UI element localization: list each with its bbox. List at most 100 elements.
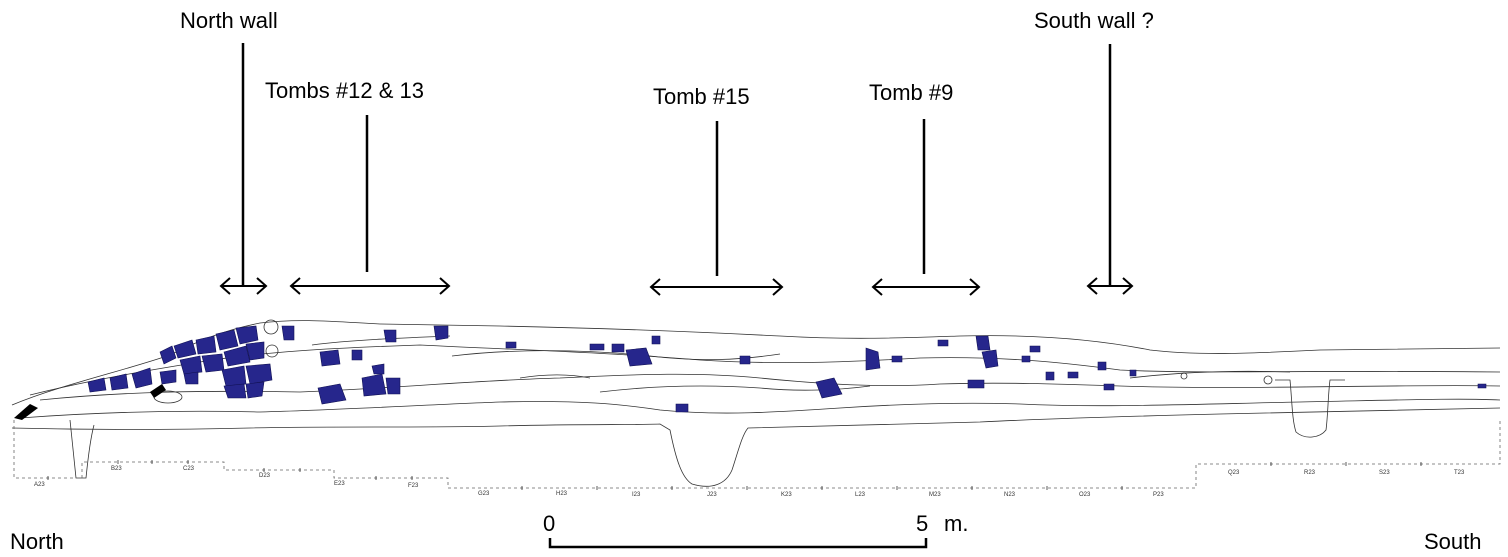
stone [1103,383,1115,391]
stone [215,329,239,351]
north-orientation-label: North [10,529,64,554]
stone [891,355,903,363]
stone [675,403,689,413]
grid-unit-label: J23 [707,492,717,498]
stone [1021,355,1031,363]
stone [245,381,265,399]
stone [195,335,217,355]
stone [385,377,401,395]
stone [1067,371,1079,379]
grid-unit-label: T23 [1454,470,1465,476]
grid-unit-label: Q23 [1228,470,1240,476]
stone [281,325,295,341]
grid-unit-label: D23 [259,473,271,479]
scale-unit-label: m. [944,511,968,536]
stone [235,325,259,345]
grid-unit-label: G23 [478,491,490,497]
stone [109,373,129,391]
grid-line-north [13,420,1501,489]
stone [815,377,843,399]
stone [223,383,247,399]
south-stones [1021,345,1487,391]
stone [975,335,991,351]
grid-unit-label: O23 [1079,492,1091,498]
pit-circle-2 [265,344,279,358]
grid-unit-label: M23 [929,492,941,498]
south-wall-extent-arrow [1086,277,1134,295]
scale-start-label: 0 [543,511,555,536]
stone [159,369,177,385]
scale-end-label: 5 [916,511,928,536]
grid-unit-label: P23 [1153,492,1164,498]
tomb-15-label: Tomb #15 [653,84,750,109]
stone [361,373,387,397]
tombs-12-13-stones [281,325,449,405]
stone [937,339,949,347]
south-wall-label: South wall ? [1034,8,1154,33]
north-wall-label: North wall [180,8,278,33]
north-pit [69,419,95,479]
dark-fill-wall [150,384,166,398]
stone [433,325,449,341]
lens-5 [311,335,451,346]
stone [179,355,203,375]
grid-unit-label: R23 [1304,470,1316,476]
tomb-9-label: Tomb #9 [869,80,953,105]
stone [351,349,363,361]
stone [981,349,999,369]
stone [967,379,985,389]
tombs-12-13-label: Tombs #12 & 13 [265,78,424,103]
stone [183,371,199,385]
stone [371,363,385,375]
scale-bar: 0 5 m. [543,511,968,549]
stones [87,325,1487,413]
stone [865,347,881,371]
scale-bar-line [548,538,928,549]
stone [505,341,517,349]
grid-unit-label: L23 [855,492,866,498]
stone [611,343,625,353]
stone [739,355,751,365]
stone [319,349,341,367]
excavation-base [11,407,1501,487]
stone [223,345,251,367]
stone [1045,371,1055,381]
tomb-15-extent-arrow [649,278,784,296]
grid-unit-label: B23 [111,466,122,472]
stone [87,377,107,393]
north-wall-extent-arrow [219,277,268,295]
layer-line-3 [19,398,1501,419]
tomb-15-stones [505,335,751,413]
grid-unit-label: E23 [334,481,345,487]
stone [1097,361,1107,371]
dark-fill-north [14,404,38,420]
stone [1029,345,1041,353]
grid-unit-label: H23 [556,491,568,497]
stone [651,335,661,345]
stone [317,383,347,405]
grid-unit-label: K23 [781,492,792,498]
tomb-9-stones [815,335,999,399]
grid-unit-label: N23 [1004,492,1016,498]
stone [589,343,605,351]
stone [159,345,177,365]
grid-unit-label: F23 [408,483,419,489]
south-orientation-label: South [1424,529,1482,554]
pit-circle-4 [1180,372,1188,380]
stone [221,365,247,387]
grid-unit-label: S23 [1379,470,1390,476]
stone [1477,383,1487,389]
stone [625,347,653,367]
stone [131,367,153,389]
north-wall-stones [87,325,273,399]
lens-3 [1129,370,1291,379]
stone [245,363,273,385]
grid-unit-label: A23 [34,482,45,488]
stone [245,341,265,361]
tomb-9-extent-arrow [871,278,981,296]
tombs-12-13-extent-arrow [289,277,451,295]
stone [1129,369,1137,377]
stone [383,329,397,343]
grid-unit-label: I23 [632,492,641,498]
